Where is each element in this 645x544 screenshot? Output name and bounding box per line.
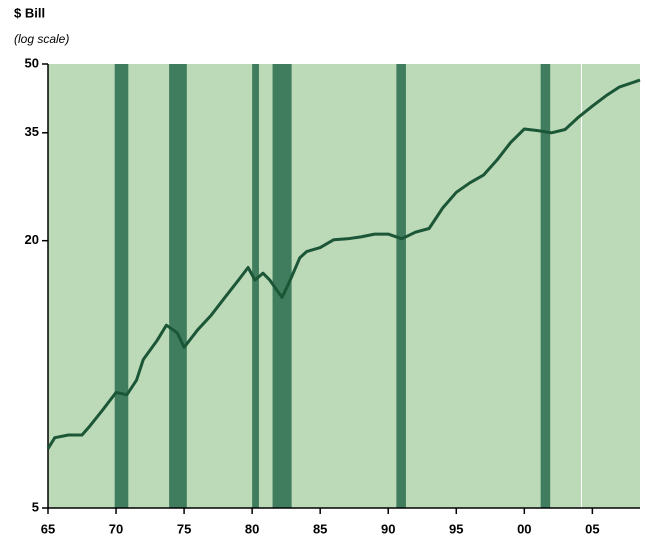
recession-band — [396, 64, 406, 508]
recession-band — [169, 64, 187, 508]
y-tick-label: 50 — [25, 55, 39, 70]
chart-subtitle: (log scale) — [14, 32, 69, 46]
chart-title: $ Bill — [14, 5, 45, 20]
recession-band — [114, 64, 129, 508]
recession-band — [540, 64, 551, 508]
y-tick-label: 20 — [25, 232, 39, 247]
x-tick-label: 65 — [41, 521, 55, 536]
x-tick-label: 95 — [449, 521, 463, 536]
x-tick-label: 80 — [245, 521, 259, 536]
x-tick-label: 75 — [177, 521, 191, 536]
x-tick-label: 85 — [313, 521, 327, 536]
x-tick-label: 70 — [109, 521, 123, 536]
y-tick-label: 5 — [32, 499, 39, 514]
data-line — [46, 78, 641, 450]
recession-band — [252, 64, 259, 508]
x-tick-label: 90 — [381, 521, 395, 536]
plot-background — [48, 64, 640, 508]
x-tick-label: 05 — [585, 521, 599, 536]
y-tick-label: 35 — [25, 124, 39, 139]
recession-band — [272, 64, 292, 508]
x-tick-label: 00 — [517, 521, 531, 536]
